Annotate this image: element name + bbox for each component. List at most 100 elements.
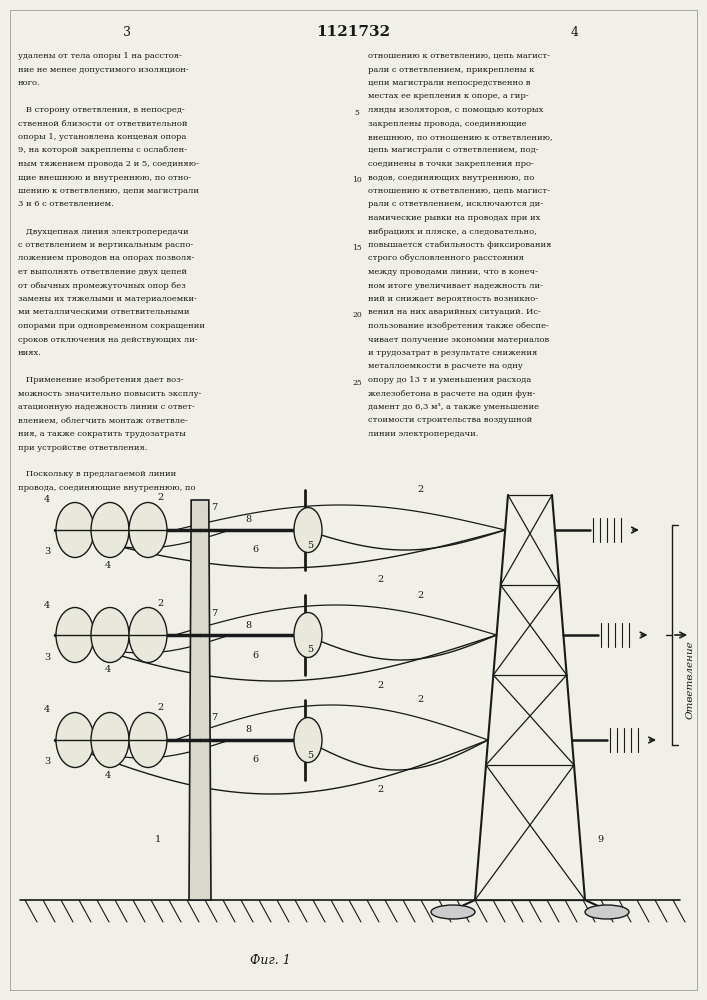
Text: 9: 9 — [597, 836, 603, 844]
Text: 2: 2 — [417, 696, 423, 704]
Text: чивает получение экономии материалов: чивает получение экономии материалов — [368, 336, 549, 344]
Text: удалены от тела опоры 1 на расстоя-: удалены от тела опоры 1 на расстоя- — [18, 52, 182, 60]
Text: 7: 7 — [211, 504, 217, 512]
Text: опору до 13 т и уменьшения расхода: опору до 13 т и уменьшения расхода — [368, 376, 531, 384]
Ellipse shape — [585, 905, 629, 919]
Ellipse shape — [56, 502, 94, 558]
Text: вения на них аварийных ситуаций. Ис-: вения на них аварийных ситуаций. Ис- — [368, 308, 541, 316]
Text: вибрациях и пляске, а следовательно,: вибрациях и пляске, а следовательно, — [368, 228, 537, 235]
Text: ным тяжением провода 2 и 5, соединяю-: ным тяжением провода 2 и 5, соединяю- — [18, 160, 199, 168]
Text: 5: 5 — [307, 750, 313, 760]
Text: 8: 8 — [245, 726, 251, 734]
Text: от обычных промежуточных опор без: от обычных промежуточных опор без — [18, 282, 186, 290]
Text: атационную надежность линии с ответ-: атационную надежность линии с ответ- — [18, 403, 195, 411]
Text: 3: 3 — [44, 652, 50, 662]
Text: сроков отключения на действующих ли-: сроков отключения на действующих ли- — [18, 336, 198, 344]
Text: ет выполнять ответвление двух цепей: ет выполнять ответвление двух цепей — [18, 268, 187, 276]
Text: 1: 1 — [155, 836, 161, 844]
Ellipse shape — [431, 905, 475, 919]
Text: 2: 2 — [377, 576, 383, 584]
Text: соединены в точки закрепления про-: соединены в точки закрепления про- — [368, 160, 534, 168]
Ellipse shape — [129, 712, 167, 768]
Text: 2: 2 — [377, 786, 383, 794]
Ellipse shape — [91, 712, 129, 768]
Text: щие внешнюю и внутреннюю, по отно-: щие внешнюю и внутреннюю, по отно- — [18, 174, 192, 182]
Text: при устройстве ответвления.: при устройстве ответвления. — [18, 444, 147, 452]
Text: и трудозатрат в результате снижения: и трудозатрат в результате снижения — [368, 349, 537, 357]
Polygon shape — [189, 500, 211, 900]
Text: цепь магистрали с ответвлением, под-: цепь магистрали с ответвлением, под- — [368, 146, 539, 154]
Text: водов, соединяющих внутреннюю, по: водов, соединяющих внутреннюю, по — [368, 174, 534, 182]
Text: 2: 2 — [157, 704, 163, 712]
Ellipse shape — [129, 607, 167, 662]
Text: 20: 20 — [352, 311, 362, 319]
Text: намические рывки на проводах при их: намические рывки на проводах при их — [368, 214, 540, 222]
Text: 2: 2 — [157, 598, 163, 607]
Text: отношению к ответвлению, цепь магист-: отношению к ответвлению, цепь магист- — [368, 52, 550, 60]
Text: отношению к ответвлению, цепь магист-: отношению к ответвлению, цепь магист- — [368, 187, 550, 195]
Text: 15: 15 — [352, 244, 362, 252]
Ellipse shape — [129, 502, 167, 558]
Text: 3: 3 — [44, 548, 50, 556]
Text: ния, а также сократить трудозатраты: ния, а также сократить трудозатраты — [18, 430, 186, 438]
Text: замены их тяжелыми и материалоемки-: замены их тяжелыми и материалоемки- — [18, 295, 197, 303]
Text: 4: 4 — [105, 770, 111, 780]
Ellipse shape — [91, 607, 129, 662]
Text: Ответвление: Ответвление — [686, 641, 694, 719]
Text: 5: 5 — [307, 540, 313, 550]
Text: 7: 7 — [211, 608, 217, 617]
Text: ние не менее допустимого изоляцион-: ние не менее допустимого изоляцион- — [18, 66, 189, 74]
Text: 3: 3 — [123, 25, 131, 38]
Text: внешнюю, по отношению к ответвлению,: внешнюю, по отношению к ответвлению, — [368, 133, 553, 141]
Ellipse shape — [294, 718, 322, 762]
Text: опорами при одновременном сокращении: опорами при одновременном сокращении — [18, 322, 205, 330]
Text: 3 и 6 с ответвлением.: 3 и 6 с ответвлением. — [18, 200, 114, 209]
Text: закреплены провода, соединяющие: закреплены провода, соединяющие — [368, 119, 527, 127]
Text: 2: 2 — [417, 486, 423, 494]
Text: с ответвлением и вертикальным распо-: с ответвлением и вертикальным распо- — [18, 241, 193, 249]
Text: 7: 7 — [211, 714, 217, 722]
Text: ний и снижает вероятность возникно-: ний и снижает вероятность возникно- — [368, 295, 538, 303]
Ellipse shape — [294, 612, 322, 658]
Text: 8: 8 — [245, 620, 251, 630]
Text: В сторону ответвления, в непосред-: В сторону ответвления, в непосред- — [18, 106, 185, 114]
Text: 25: 25 — [352, 379, 362, 387]
Ellipse shape — [294, 508, 322, 552]
Text: 6: 6 — [252, 650, 258, 660]
Text: ложением проводов на опорах позволя-: ложением проводов на опорах позволя- — [18, 254, 194, 262]
Text: железобетона в расчете на один фун-: железобетона в расчете на один фун- — [368, 389, 535, 397]
Ellipse shape — [56, 712, 94, 768]
Text: строго обусловленного расстояния: строго обусловленного расстояния — [368, 254, 524, 262]
Text: ми металлическими ответвительными: ми металлическими ответвительными — [18, 308, 189, 316]
Text: 4: 4 — [105, 666, 111, 674]
Text: ственной близости от ответвительной: ственной близости от ответвительной — [18, 119, 187, 127]
Text: 8: 8 — [245, 516, 251, 524]
Text: можность значительно повысить эксплу-: можность значительно повысить эксплу- — [18, 389, 201, 397]
Text: Применение изобретения дает воз-: Применение изобретения дает воз- — [18, 376, 184, 384]
Text: ниях.: ниях. — [18, 349, 42, 357]
Text: опоры 1, установлена концевая опора: опоры 1, установлена концевая опора — [18, 133, 187, 141]
Ellipse shape — [91, 502, 129, 558]
Text: дамент до 6,3 м³, а также уменьшение: дамент до 6,3 м³, а также уменьшение — [368, 403, 539, 411]
Text: шению к ответвлению, цепи магистрали: шению к ответвлению, цепи магистрали — [18, 187, 199, 195]
Text: Двухцепная линия электропередачи: Двухцепная линия электропередачи — [18, 228, 189, 235]
Text: ного.: ного. — [18, 79, 40, 87]
Text: лянды изоляторов, с помощью которых: лянды изоляторов, с помощью которых — [368, 106, 544, 114]
Text: рали с ответвлением, исключаются ди-: рали с ответвлением, исключаются ди- — [368, 200, 543, 209]
Text: повышается стабильность фиксирования: повышается стабильность фиксирования — [368, 241, 551, 249]
Text: провода, соединяющие внутреннюю, по: провода, соединяющие внутреннюю, по — [18, 484, 196, 492]
Text: ном итоге увеличивает надежность ли-: ном итоге увеличивает надежность ли- — [368, 282, 543, 290]
Text: 5: 5 — [307, 646, 313, 654]
Text: Фиг. 1: Фиг. 1 — [250, 954, 291, 966]
Text: металлоемкости в расчете на одну: металлоемкости в расчете на одну — [368, 362, 522, 370]
Text: 4: 4 — [571, 25, 579, 38]
Text: цепи магистрали непосредственно в: цепи магистрали непосредственно в — [368, 79, 530, 87]
Text: 9, на которой закреплены с ослаблен-: 9, на которой закреплены с ослаблен- — [18, 146, 187, 154]
Text: линии электропередачи.: линии электропередачи. — [368, 430, 479, 438]
Text: 5: 5 — [355, 109, 359, 117]
Text: 4: 4 — [44, 706, 50, 714]
Text: пользование изобретения также обеспе-: пользование изобретения также обеспе- — [368, 322, 549, 330]
Text: влением, облегчить монтаж ответвле-: влением, облегчить монтаж ответвле- — [18, 416, 188, 424]
Text: рали с ответвлением, прикреплены к: рали с ответвлением, прикреплены к — [368, 66, 534, 74]
Text: 6: 6 — [252, 546, 258, 554]
